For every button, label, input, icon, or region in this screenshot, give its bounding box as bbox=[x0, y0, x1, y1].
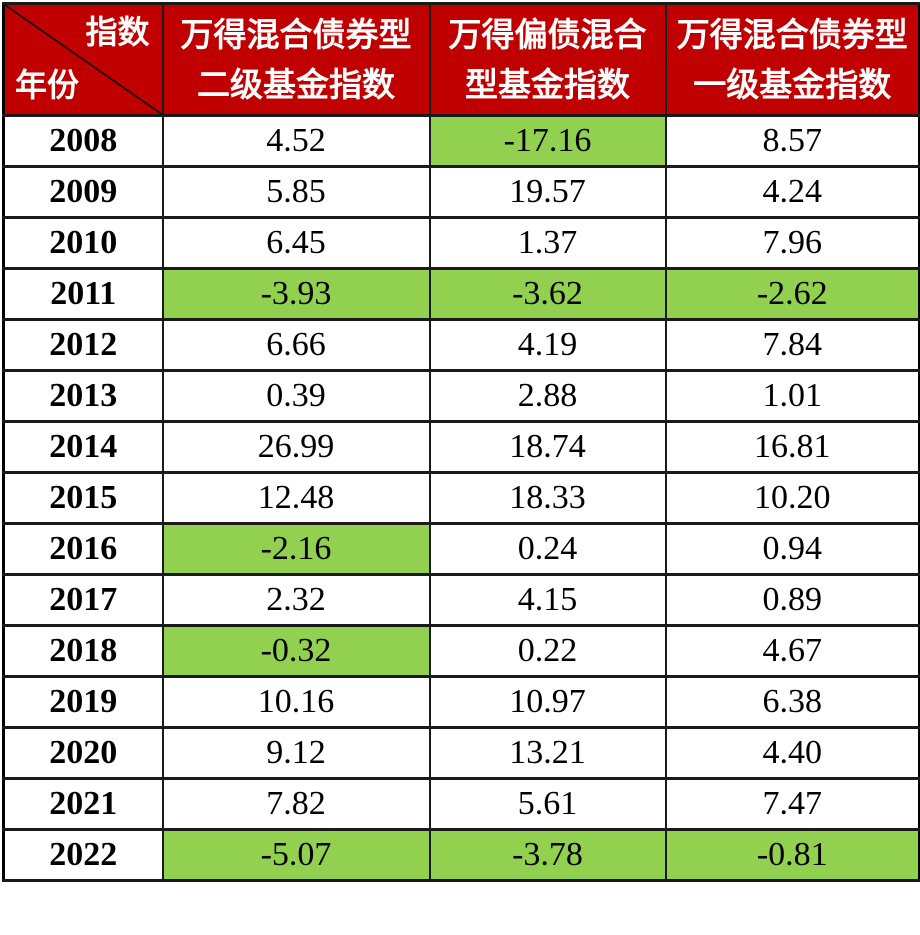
table-row: 2019 10.16 10.97 6.38 bbox=[2, 675, 920, 729]
value-cell: 10.97 bbox=[428, 675, 667, 729]
value-cell: 7.82 bbox=[161, 777, 431, 831]
table-body: 2008 4.52 -17.16 8.57 2009 5.85 19.57 4.… bbox=[2, 114, 920, 882]
value-cell: 26.99 bbox=[161, 420, 431, 474]
value-cell: -0.81 bbox=[664, 828, 920, 882]
table-row: 2014 26.99 18.74 16.81 bbox=[2, 420, 920, 474]
value-cell: 19.57 bbox=[428, 165, 667, 219]
value-cell: 0.24 bbox=[428, 522, 667, 576]
column-header-line2: 二级基金指数 bbox=[197, 65, 395, 103]
year-cell: 2021 bbox=[2, 777, 164, 831]
year-cell: 2014 bbox=[2, 420, 164, 474]
value-cell: 13.21 bbox=[428, 726, 667, 780]
value-cell: -0.32 bbox=[161, 624, 431, 678]
value-cell: -3.78 bbox=[428, 828, 667, 882]
value-cell: 1.01 bbox=[664, 369, 920, 423]
value-cell: 18.33 bbox=[428, 471, 667, 525]
value-cell: 16.81 bbox=[664, 420, 920, 474]
value-cell: 0.89 bbox=[664, 573, 920, 627]
value-cell: 10.20 bbox=[664, 471, 920, 525]
value-cell: 2.88 bbox=[428, 369, 667, 423]
table-row: 2020 9.12 13.21 4.40 bbox=[2, 726, 920, 780]
year-cell: 2016 bbox=[2, 522, 164, 576]
table-row: 2010 6.45 1.37 7.96 bbox=[2, 216, 920, 270]
table-row: 2012 6.66 4.19 7.84 bbox=[2, 318, 920, 372]
year-cell: 2010 bbox=[2, 216, 164, 270]
year-cell: 2018 bbox=[2, 624, 164, 678]
value-cell: 10.16 bbox=[161, 675, 431, 729]
column-header-line1: 万得混合债券型 bbox=[180, 16, 412, 53]
header-row: 指数 年份 万得混合债券型 二级基金指数 万得偏债混合 型基金指数 万得混合债券… bbox=[2, 2, 920, 117]
value-cell: 4.24 bbox=[664, 165, 920, 219]
column-header-bond-biased-hybrid-index: 万得偏债混合 型基金指数 bbox=[428, 2, 667, 117]
corner-year-label: 年份 bbox=[15, 66, 80, 103]
year-cell: 2013 bbox=[2, 369, 164, 423]
value-cell: 6.66 bbox=[161, 318, 431, 372]
table-row: 2008 4.52 -17.16 8.57 bbox=[2, 114, 920, 168]
year-cell: 2017 bbox=[2, 573, 164, 627]
value-cell: 0.22 bbox=[428, 624, 667, 678]
year-cell: 2015 bbox=[2, 471, 164, 525]
column-header-line2: 型基金指数 bbox=[465, 65, 630, 103]
fund-index-annual-returns-table: 指数 年份 万得混合债券型 二级基金指数 万得偏债混合 型基金指数 万得混合债券… bbox=[2, 2, 920, 882]
year-cell: 2020 bbox=[2, 726, 164, 780]
corner-index-label: 指数 bbox=[85, 14, 150, 50]
table-row: 2011 -3.93 -3.62 -2.62 bbox=[2, 267, 920, 321]
year-cell: 2009 bbox=[2, 165, 164, 219]
value-cell: -5.07 bbox=[161, 828, 431, 882]
value-cell: 4.19 bbox=[428, 318, 667, 372]
value-cell: 0.39 bbox=[161, 369, 431, 423]
value-cell: 4.40 bbox=[664, 726, 920, 780]
table-row: 2018 -0.32 0.22 4.67 bbox=[2, 624, 920, 678]
corner-header-cell: 指数 年份 bbox=[2, 2, 164, 117]
table-row: 2015 12.48 18.33 10.20 bbox=[2, 471, 920, 525]
value-cell: 7.96 bbox=[664, 216, 920, 270]
diagonal-line-icon bbox=[5, 5, 162, 114]
value-cell: 4.67 bbox=[664, 624, 920, 678]
value-cell: 12.48 bbox=[161, 471, 431, 525]
value-cell: 4.15 bbox=[428, 573, 667, 627]
value-cell: 7.84 bbox=[664, 318, 920, 372]
value-cell: 7.47 bbox=[664, 777, 920, 831]
year-cell: 2012 bbox=[2, 318, 164, 372]
table-row: 2017 2.32 4.15 0.89 bbox=[2, 573, 920, 627]
year-cell: 2011 bbox=[2, 267, 164, 321]
column-header-line1: 万得混合债券型 bbox=[676, 16, 908, 53]
value-cell: -2.16 bbox=[161, 522, 431, 576]
value-cell: 0.94 bbox=[664, 522, 920, 576]
value-cell: 5.61 bbox=[428, 777, 667, 831]
value-cell: 1.37 bbox=[428, 216, 667, 270]
value-cell: -17.16 bbox=[428, 114, 667, 168]
table-row: 2022 -5.07 -3.78 -0.81 bbox=[2, 828, 920, 882]
value-cell: 9.12 bbox=[161, 726, 431, 780]
value-cell: 5.85 bbox=[161, 165, 431, 219]
table-row: 2016 -2.16 0.24 0.94 bbox=[2, 522, 920, 576]
value-cell: -3.93 bbox=[161, 267, 431, 321]
column-header-mixed-bond-primary-index: 万得混合债券型 一级基金指数 bbox=[664, 2, 920, 117]
year-cell: 2022 bbox=[2, 828, 164, 882]
table-row: 2009 5.85 19.57 4.24 bbox=[2, 165, 920, 219]
value-cell: 6.45 bbox=[161, 216, 431, 270]
column-header-line2: 一级基金指数 bbox=[693, 65, 892, 103]
table-row: 2013 0.39 2.88 1.01 bbox=[2, 369, 920, 423]
value-cell: 6.38 bbox=[664, 675, 920, 729]
value-cell: -3.62 bbox=[428, 267, 667, 321]
column-header-mixed-bond-secondary-index: 万得混合债券型 二级基金指数 bbox=[161, 2, 431, 117]
column-header-line1: 万得偏债混合 bbox=[448, 16, 647, 53]
value-cell: 8.57 bbox=[664, 114, 920, 168]
value-cell: -2.62 bbox=[664, 267, 920, 321]
year-cell: 2019 bbox=[2, 675, 164, 729]
value-cell: 18.74 bbox=[428, 420, 667, 474]
value-cell: 2.32 bbox=[161, 573, 431, 627]
value-cell: 4.52 bbox=[161, 114, 431, 168]
table-row: 2021 7.82 5.61 7.47 bbox=[2, 777, 920, 831]
year-cell: 2008 bbox=[2, 114, 164, 168]
